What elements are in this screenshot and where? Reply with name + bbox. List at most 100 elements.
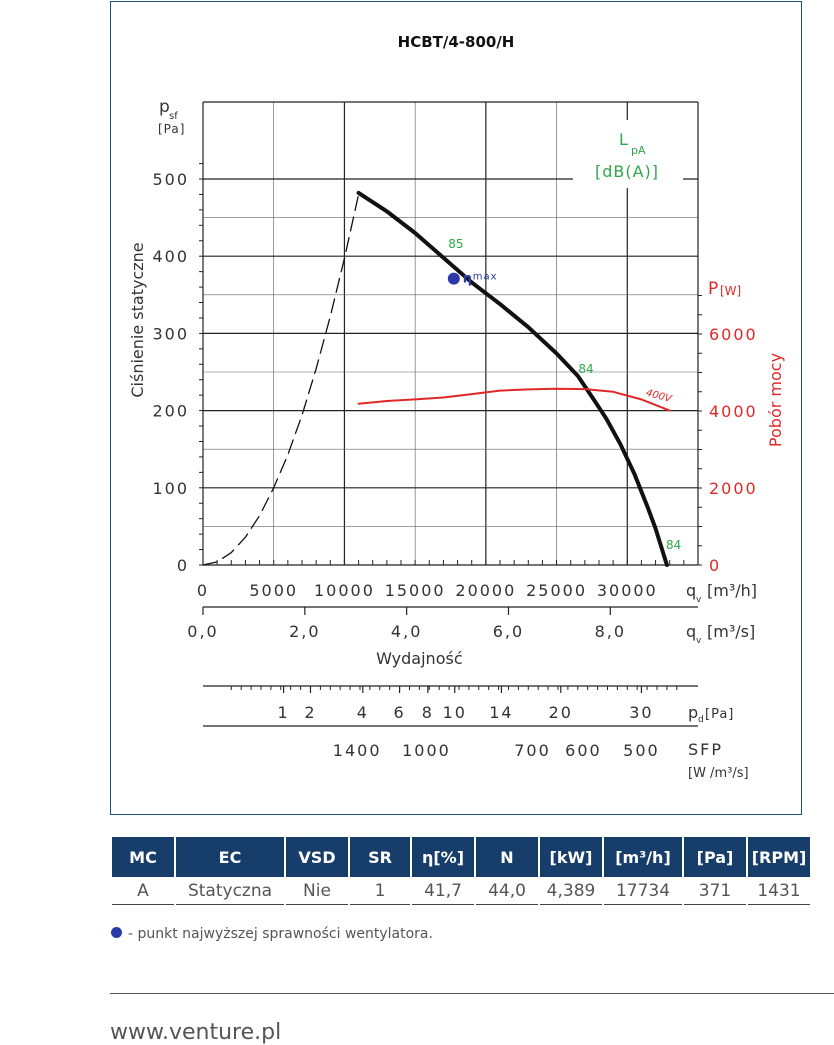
y-right-symbol: P: [708, 279, 718, 299]
y-right-tick-label: 2000: [709, 479, 758, 498]
y-right-tick-label: 4000: [709, 402, 758, 421]
y-axis-symbol-sub: sf: [169, 111, 178, 122]
noise-level-label: 84: [666, 538, 681, 552]
eta-max-marker-icon: [111, 927, 122, 938]
pd-scale-symbol: p: [688, 703, 698, 722]
pd-scale-unit: [Pa]: [705, 707, 734, 722]
x-tick-label-m3h: 30000: [597, 581, 658, 600]
sfp-scale-label: 1400: [333, 741, 382, 760]
x-axis-unit-m3s: [m³/s]: [707, 622, 755, 641]
x-tick-label-m3s: 4,0: [391, 622, 422, 641]
pd-scale-label: 1: [278, 703, 290, 722]
pd-scale-label: 30: [629, 703, 653, 722]
sfp-scale-unit: [W /m³/s]: [688, 766, 749, 781]
table-cell: 41,7: [412, 877, 474, 905]
x-axis-symbol-m3h: q: [686, 581, 696, 600]
sfp-scale-label: 700: [514, 741, 551, 760]
pressure-curve: [356, 190, 669, 567]
noise-level-label: 84: [578, 362, 593, 376]
x-tick-label-m3s: 6,0: [493, 622, 524, 641]
pd-scale-label: 10: [443, 703, 467, 722]
x-tick-label-m3h: 5000: [249, 581, 298, 600]
y-tick-label: 500: [152, 170, 189, 189]
x-axis-symbol-m3s: q: [686, 622, 696, 641]
table-cell: 17734: [604, 877, 682, 905]
table-header-cell: [m³/h]: [604, 837, 682, 877]
eta-max-label: η: [463, 272, 472, 287]
pd-scale-label: 2: [304, 703, 316, 722]
y-axis-symbol: p: [159, 97, 170, 117]
x-tick-label-m3h: 10000: [314, 581, 375, 600]
y-tick-label: 400: [152, 247, 189, 266]
table-cell: A: [112, 877, 174, 905]
eta-max-label-sub: max: [473, 272, 498, 283]
lpa-label: L: [619, 130, 628, 149]
table-header-cell: SR: [350, 837, 410, 877]
lpa-unit: [dB(A)]: [595, 162, 659, 181]
parameters-table: MC EC VSD SR η[%] N [kW] [m³/h] [Pa] [RPM] A Staty…: [110, 837, 812, 905]
table-header-cell: EC: [176, 837, 284, 877]
footer-divider: [110, 993, 834, 994]
sfp-scale-label: 1000: [402, 741, 451, 760]
sfp-scale-label: 600: [565, 741, 602, 760]
table-cell: 44,0: [476, 877, 538, 905]
table-cell: 1: [350, 877, 410, 905]
y-right-unit: [W]: [720, 284, 741, 298]
y-tick-label: 300: [152, 324, 189, 343]
sfp-scale-symbol: SFP: [688, 740, 723, 759]
eta-max-point: [447, 272, 460, 285]
y-right-tick-label: 6000: [709, 325, 758, 344]
x-tick-label-m3s: 0,0: [187, 622, 218, 641]
pd-scale-label: 8: [422, 703, 434, 722]
x-tick-label-m3h: 15000: [385, 581, 446, 600]
system-curve: [202, 193, 360, 566]
pd-scale-symbol-sub: d: [698, 715, 704, 725]
x-tick-label-m3s: 2,0: [289, 622, 320, 641]
table-header-cell: MC: [112, 837, 174, 877]
sfp-scale-label: 500: [623, 741, 660, 760]
x-axis-symbol-sub-m3h: v: [696, 595, 702, 605]
y-tick-label: 100: [152, 479, 189, 498]
y-axis-unit: [Pa]: [158, 122, 185, 136]
y-right-tick-label: 0: [709, 556, 721, 575]
y-tick-label: 200: [152, 402, 189, 421]
x-tick-label-m3h: 20000: [455, 581, 516, 600]
x-axis-title: Wydajność: [376, 649, 462, 668]
y-right-title: Pobór mocy: [766, 353, 785, 447]
table-header-cell: [RPM]: [748, 837, 810, 877]
table-header-cell: [kW]: [540, 837, 602, 877]
pd-scale-label: 6: [393, 703, 405, 722]
noise-level-label: 85: [448, 237, 463, 251]
legend-note-text: - punkt najwyższej sprawności wentylator…: [128, 926, 433, 942]
lpa-label-box: [573, 120, 683, 188]
table-body: A Statyczna Nie 1 41,7 44,0 4,389 17734 371 1431: [112, 877, 810, 905]
pd-scale-label: 20: [549, 703, 573, 722]
x-tick-label-m3s: 8,0: [595, 622, 626, 641]
table-cell: Statyczna: [176, 877, 284, 905]
x-axis-unit-m3h: [m³/h]: [707, 581, 757, 600]
pd-scale-label: 4: [357, 703, 369, 722]
y-axis-title: Ciśnienie statyczne: [128, 242, 147, 397]
power-curve: [357, 387, 671, 412]
y-tick-label: 0: [177, 556, 189, 575]
table-header-row: MC EC VSD SR η[%] N [kW] [m³/h] [Pa] [RPM]: [112, 837, 810, 877]
lpa-label-sub: pA: [631, 144, 646, 157]
chart-title: HCBT/4-800/H: [398, 33, 515, 51]
table-cell: 371: [684, 877, 746, 905]
pd-scale-label: 14: [489, 703, 513, 722]
table-cell: 1431: [748, 877, 810, 905]
table-header-cell: N: [476, 837, 538, 877]
footer-url: www.venture.pl: [110, 1020, 282, 1045]
table-header-cell: η[%]: [412, 837, 474, 877]
x-tick-label-m3h: 25000: [526, 581, 587, 600]
table-cell: 4,389: [540, 877, 602, 905]
x-tick-label-m3h: 0: [197, 581, 209, 600]
table-cell: Nie: [286, 877, 348, 905]
table-header-cell: [Pa]: [684, 837, 746, 877]
table-row: A Statyczna Nie 1 41,7 44,0 4,389 17734 371 1431: [112, 877, 810, 905]
table-header-cell: VSD: [286, 837, 348, 877]
x-axis-symbol-sub-m3s: v: [696, 636, 702, 646]
legend-note: - punkt najwyższej sprawności wentylator…: [111, 926, 433, 942]
